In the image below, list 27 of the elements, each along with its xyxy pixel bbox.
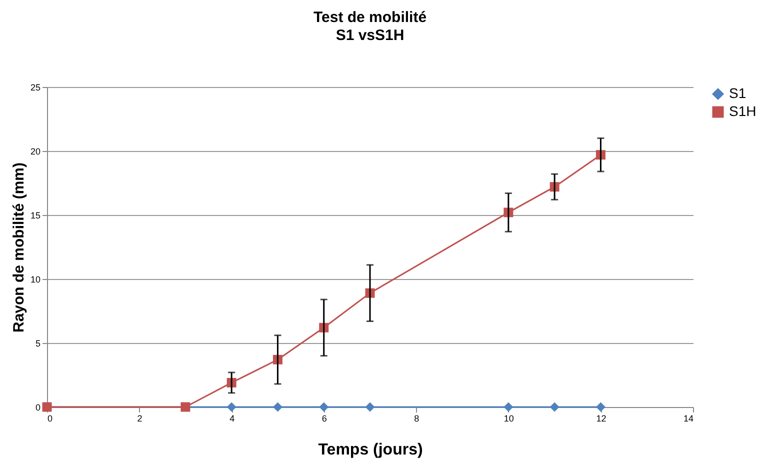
y-tick-label: 10	[30, 274, 40, 284]
point	[272, 402, 282, 412]
y-tick-label: 20	[30, 146, 40, 156]
y-tick-label: 25	[30, 82, 40, 92]
y-axis-title: Rayon de mobilité (mm)	[10, 162, 28, 333]
point	[504, 402, 514, 412]
point	[596, 402, 606, 412]
x-tick-label: 2	[137, 414, 142, 424]
x-tick-label: 4	[230, 414, 235, 424]
x-tick-label: 8	[414, 414, 420, 424]
chart-subtitle: S1 vsS1H	[336, 27, 404, 44]
point	[365, 402, 375, 412]
y-tick-label: 0	[35, 402, 40, 412]
point	[319, 402, 329, 412]
x-tick-label: 10	[504, 414, 514, 424]
legend-label: S1	[729, 85, 746, 101]
x-tick-label: 0	[48, 414, 53, 424]
x-tick-label: 14	[683, 414, 694, 424]
point	[226, 402, 236, 412]
chart-title: Test de mobilité	[313, 9, 427, 26]
x-tick-label: 12	[596, 414, 606, 424]
point	[550, 402, 560, 412]
x-axis-title: Temps (jours)	[318, 442, 423, 458]
y-tick-label: 15	[30, 210, 40, 220]
y-tick-label: 5	[35, 338, 40, 348]
legend-label: S1H	[729, 103, 756, 119]
x-tick-label: 6	[322, 414, 327, 424]
